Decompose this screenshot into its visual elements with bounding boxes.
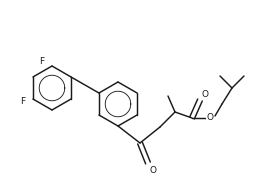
- Text: O: O: [206, 113, 213, 123]
- Text: F: F: [20, 96, 25, 106]
- Text: O: O: [150, 166, 157, 175]
- Text: O: O: [202, 90, 209, 99]
- Text: F: F: [39, 58, 44, 66]
